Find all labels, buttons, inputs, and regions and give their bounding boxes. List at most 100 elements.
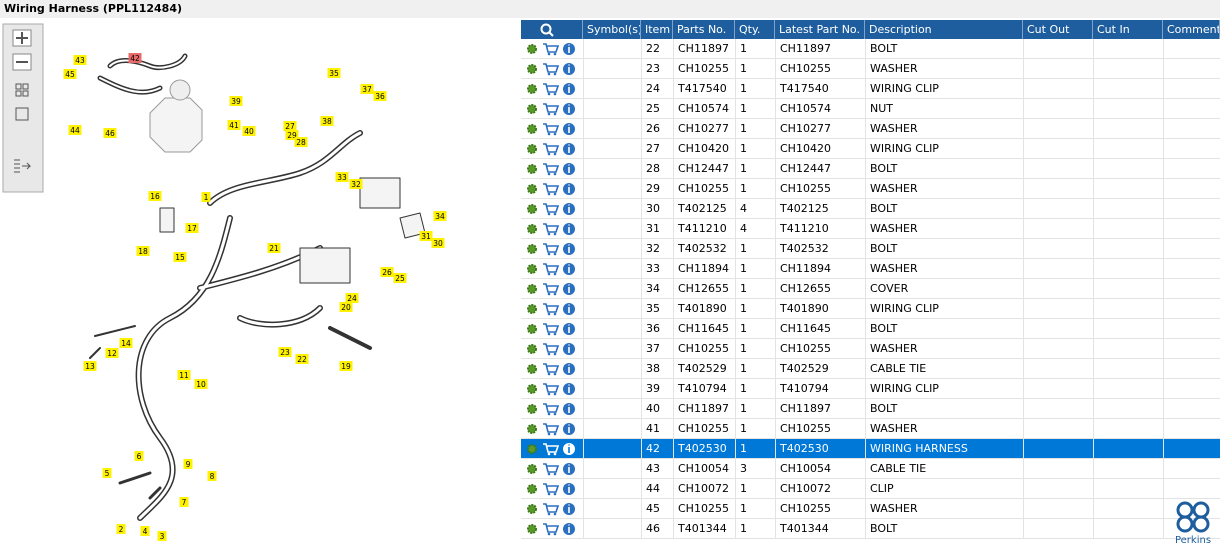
callout-box[interactable] <box>63 69 77 79</box>
callout-box[interactable] <box>349 179 363 189</box>
table-cell: WASHER <box>865 259 1023 279</box>
reset-button[interactable] <box>15 107 29 121</box>
callout-box[interactable] <box>102 468 112 478</box>
callout-box[interactable] <box>227 120 241 130</box>
fit-button[interactable] <box>15 83 29 97</box>
table-cell: T402530 <box>775 439 865 459</box>
options-icon <box>527 64 537 74</box>
table-row[interactable] <box>521 299 1220 319</box>
callout-box[interactable] <box>267 243 281 253</box>
callout-box[interactable] <box>242 126 256 136</box>
column-header[interactable]: Comment <box>1163 20 1220 40</box>
table-cell <box>583 419 641 439</box>
column-header[interactable]: Qty. <box>735 20 775 40</box>
table-cell: CH10255 <box>673 179 735 199</box>
callout-box[interactable] <box>393 273 407 283</box>
callout-box[interactable] <box>140 526 150 536</box>
table-cell: CH11897 <box>775 399 865 419</box>
table-row[interactable] <box>521 179 1220 199</box>
column-header[interactable]: Symbol(s) <box>583 20 641 40</box>
table-row[interactable] <box>521 159 1220 179</box>
callout-box[interactable] <box>157 531 167 541</box>
column-header[interactable]: Description <box>865 20 1023 40</box>
table-row[interactable] <box>521 239 1220 259</box>
table-row[interactable] <box>521 379 1220 399</box>
column-header[interactable]: Parts No. <box>673 20 735 40</box>
callout-box[interactable] <box>185 223 199 233</box>
callout-box[interactable] <box>83 361 97 371</box>
table-row[interactable] <box>521 339 1220 359</box>
table-row[interactable] <box>521 59 1220 79</box>
logo-text: Perkins <box>1175 535 1211 546</box>
callout-box[interactable] <box>283 121 297 131</box>
callout-box[interactable] <box>128 53 142 63</box>
callout-box[interactable] <box>295 354 309 364</box>
callout-box[interactable] <box>419 231 433 241</box>
callout-box[interactable] <box>134 451 144 461</box>
table-row[interactable] <box>521 399 1220 419</box>
callout-box[interactable] <box>179 497 189 507</box>
callout-box[interactable] <box>339 302 353 312</box>
callout-box[interactable] <box>68 125 82 135</box>
callout-box[interactable] <box>103 128 117 138</box>
search-icon[interactable] <box>539 22 555 38</box>
cart-wheel <box>547 232 551 236</box>
column-header[interactable]: Cut Out <box>1023 20 1093 40</box>
callout-box[interactable] <box>194 379 208 389</box>
callout-box[interactable] <box>136 246 150 256</box>
callout-box[interactable] <box>278 347 292 357</box>
table-cell <box>583 119 641 139</box>
column-header[interactable]: Cut In <box>1093 20 1163 40</box>
table-row[interactable] <box>521 319 1220 339</box>
table-row[interactable] <box>521 419 1220 439</box>
callout-box[interactable] <box>183 459 193 469</box>
column-header[interactable]: Latest Part No. <box>775 20 865 40</box>
callout-box[interactable] <box>433 211 447 221</box>
table-row[interactable] <box>521 479 1220 499</box>
table-cell <box>583 79 641 99</box>
callout-box[interactable] <box>320 116 334 126</box>
table-row[interactable] <box>521 79 1220 99</box>
callout-box[interactable] <box>327 68 341 78</box>
table-row[interactable] <box>521 499 1220 519</box>
table-cell: 1 <box>735 299 775 319</box>
callout-box[interactable] <box>105 348 119 358</box>
callout-box[interactable] <box>119 338 133 348</box>
callout-box[interactable] <box>207 471 217 481</box>
callout-box[interactable] <box>285 130 299 140</box>
table-row[interactable] <box>521 439 1220 459</box>
callout-box[interactable] <box>360 84 374 94</box>
callout-label: 28 <box>296 138 306 147</box>
column-header[interactable]: Item <box>641 20 673 40</box>
table-row[interactable] <box>521 99 1220 119</box>
table-row[interactable] <box>521 199 1220 219</box>
table-row[interactable] <box>521 139 1220 159</box>
table-row[interactable] <box>521 119 1220 139</box>
callout-box[interactable] <box>201 192 211 202</box>
table-row[interactable] <box>521 279 1220 299</box>
callout-box[interactable] <box>335 172 349 182</box>
search-glass <box>540 23 552 35</box>
callout-box[interactable] <box>173 252 187 262</box>
callout-box[interactable] <box>148 191 162 201</box>
callout-box[interactable] <box>73 55 87 65</box>
table-cell <box>1093 299 1163 319</box>
table-row[interactable] <box>521 459 1220 479</box>
callout-box[interactable] <box>177 370 191 380</box>
table-row[interactable] <box>521 519 1220 539</box>
callout-box[interactable] <box>380 267 394 277</box>
callout-box[interactable] <box>373 91 387 101</box>
callout-box[interactable] <box>294 137 308 147</box>
callout-box[interactable] <box>345 293 359 303</box>
callout-box[interactable] <box>431 238 445 248</box>
table-row[interactable] <box>521 39 1220 59</box>
table-row[interactable] <box>521 219 1220 239</box>
cart-wheel <box>553 132 557 136</box>
cart-wheel <box>553 112 557 116</box>
callout-box[interactable] <box>339 361 353 371</box>
callout-box[interactable] <box>116 524 126 534</box>
table-row[interactable] <box>521 359 1220 379</box>
export-button[interactable] <box>14 159 32 173</box>
callout-box[interactable] <box>229 96 243 106</box>
table-row[interactable] <box>521 259 1220 279</box>
